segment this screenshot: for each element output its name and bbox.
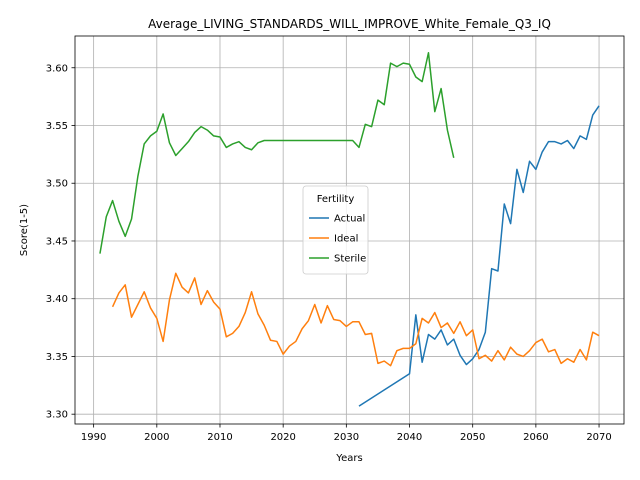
x-tick-label: 2030 [334, 432, 359, 443]
x-axis: 1990 2000 2010 2020 2030 2040 2050 2060 2070 [81, 424, 612, 443]
y-tick-label: 3.40 [46, 294, 68, 305]
y-tick-label: 3.60 [46, 63, 68, 74]
x-tick-label: 2070 [586, 432, 611, 443]
legend: Fertility Actual Ideal Sterile [302, 185, 369, 275]
x-tick-label: 1990 [81, 432, 106, 443]
legend-box [302, 185, 369, 275]
legend-label-ideal: Ideal [334, 234, 358, 245]
y-axis: 3.30 3.35 3.40 3.45 3.50 3.55 3.60 [46, 63, 75, 421]
legend-label-sterile: Sterile [334, 254, 366, 265]
legend-title: Fertility [317, 194, 355, 205]
x-tick-label: 2060 [523, 432, 548, 443]
series-line-ideal [111, 272, 600, 367]
legend-label-actual: Actual [334, 214, 365, 225]
series-layer [99, 51, 600, 407]
x-tick-label: 2010 [207, 432, 232, 443]
x-tick-label: 2040 [397, 432, 422, 443]
y-tick-label: 3.50 [46, 179, 68, 190]
y-tick-label: 3.35 [46, 352, 68, 363]
x-tick-label: 2000 [144, 432, 169, 443]
legend-items: Actual Ideal Sterile [309, 214, 366, 265]
chart-title: Average_LIVING_STANDARDS_WILL_IMPROVE_Wh… [148, 17, 551, 31]
plot-frame [74, 35, 625, 425]
y-tick-label: 3.30 [46, 410, 68, 421]
grid-lines [75, 36, 624, 424]
y-tick-label: 3.55 [46, 121, 68, 132]
x-tick-label: 2050 [460, 432, 485, 443]
x-tick-label: 2020 [270, 432, 295, 443]
y-tick-label: 3.45 [46, 236, 68, 247]
x-axis-label: Years [335, 453, 362, 464]
series-line-actual [358, 105, 600, 407]
series-line-sterile [99, 51, 455, 254]
y-axis-label: Score(1-5) [19, 204, 30, 256]
